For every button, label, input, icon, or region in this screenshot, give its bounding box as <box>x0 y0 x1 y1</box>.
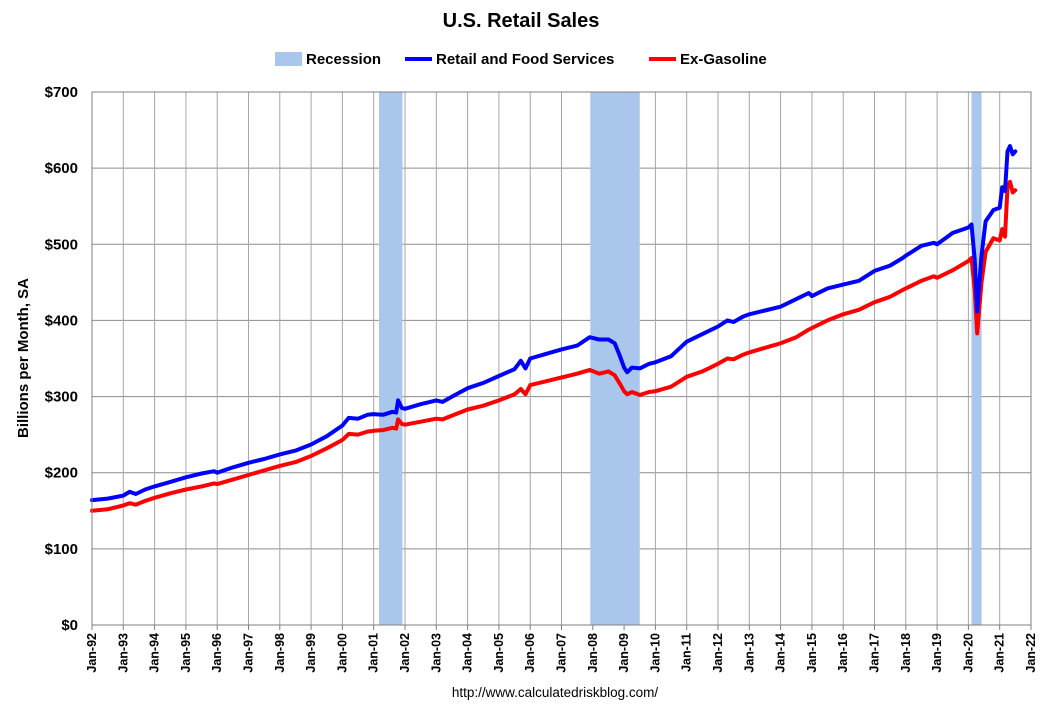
data-series <box>90 144 1018 513</box>
x-tick-label: Jan-99 <box>304 633 318 673</box>
gridlines <box>91 91 1032 626</box>
legend: Recession Retail and Food Services Ex-Gaso… <box>275 51 767 68</box>
x-tick-label: Jan-19 <box>930 633 944 673</box>
x-tick-label: Jan-02 <box>398 633 412 673</box>
recession-band <box>379 92 403 625</box>
y-tick-label: $500 <box>45 236 78 253</box>
x-tick-label: Jan-13 <box>742 633 756 673</box>
source-url: http://www.calculatedriskblog.com/ <box>452 685 659 700</box>
legend-item-recession: Recession <box>275 51 381 68</box>
y-tick-label: $700 <box>45 84 78 101</box>
x-tick-label: Jan-14 <box>774 633 788 673</box>
legend-item-ex-gasoline: Ex-Gasoline <box>649 51 767 68</box>
recession-band <box>590 92 640 625</box>
recession-band <box>971 92 982 625</box>
x-tick-label: Jan-21 <box>993 633 1007 673</box>
chart-title: U.S. Retail Sales <box>443 10 600 32</box>
legend-label: Ex-Gasoline <box>680 51 767 68</box>
recession-bands <box>379 92 982 625</box>
y-tick-label: $200 <box>45 465 78 482</box>
x-tick-label: Jan-03 <box>429 633 443 673</box>
y-tick-label: $0 <box>61 617 78 634</box>
x-tick-label: Jan-12 <box>711 633 725 673</box>
x-tick-label: Jan-17 <box>868 633 882 673</box>
x-tick-label: Jan-94 <box>148 633 162 673</box>
y-tick-label: $400 <box>45 312 78 329</box>
x-tick-label: Jan-18 <box>899 633 913 673</box>
x-tick-label: Jan-07 <box>555 633 569 673</box>
series-line-ex-gasoline <box>90 179 1018 513</box>
x-tick-label: Jan-93 <box>116 633 130 673</box>
x-tick-label: Jan-01 <box>367 633 381 673</box>
x-axis-ticks: Jan-92 Jan-93 Jan-94 Jan-95 Jan-96 Jan-97 Jan-… <box>85 625 1038 673</box>
y-tick-label: $300 <box>45 389 78 406</box>
y-axis-ticks: $0 $100 $200 $300 $400 $500 $600 $700 <box>45 84 78 634</box>
x-tick-label: Jan-15 <box>805 633 819 673</box>
x-tick-label: Jan-00 <box>335 633 349 673</box>
x-tick-label: Jan-09 <box>617 633 631 673</box>
x-tick-label: Jan-98 <box>273 633 287 673</box>
x-tick-label: Jan-95 <box>179 633 193 673</box>
x-tick-label: Jan-06 <box>523 633 537 673</box>
x-tick-label: Jan-92 <box>85 633 99 673</box>
legend-label: Retail and Food Services <box>436 51 614 68</box>
x-tick-label: Jan-08 <box>586 633 600 673</box>
x-tick-label: Jan-96 <box>210 633 224 673</box>
series-line-retail-and-food-services <box>90 144 1018 503</box>
legend-swatch <box>275 52 302 66</box>
x-tick-label: Jan-22 <box>1024 633 1038 673</box>
y-tick-label: $100 <box>45 541 78 558</box>
x-tick-label: Jan-11 <box>680 633 694 672</box>
x-tick-label: Jan-97 <box>242 633 256 673</box>
y-tick-label: $600 <box>45 160 78 177</box>
legend-label: Recession <box>306 51 381 68</box>
x-tick-label: Jan-16 <box>836 633 850 673</box>
legend-item-retail-and-food-services: Retail and Food Services <box>405 51 614 68</box>
x-tick-label: Jan-04 <box>461 633 475 673</box>
x-tick-label: Jan-20 <box>961 633 975 673</box>
x-tick-label: Jan-05 <box>492 633 506 673</box>
y-axis-label: Billions per Month, SA <box>15 278 32 438</box>
x-tick-label: Jan-10 <box>648 633 662 673</box>
